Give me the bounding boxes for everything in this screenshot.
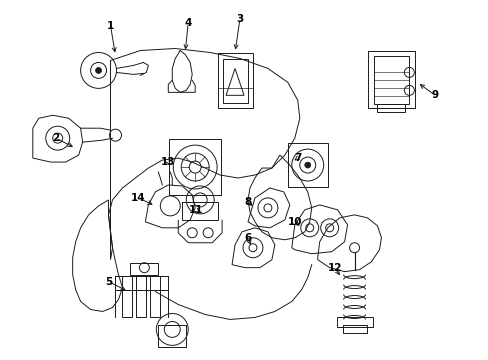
Bar (377, 104, 405, 112)
Bar (158, 325, 186, 347)
Bar (336, 318, 372, 328)
Text: 11: 11 (188, 205, 203, 215)
Bar (218, 54, 252, 108)
Text: 4: 4 (184, 18, 191, 28)
Bar (182, 202, 218, 220)
Bar (130, 263, 158, 275)
Text: 14: 14 (131, 193, 145, 203)
Bar (373, 57, 408, 104)
Bar (122, 276, 132, 318)
Text: 1: 1 (107, 21, 114, 31)
Circle shape (95, 67, 102, 73)
Bar (287, 143, 327, 187)
Text: 13: 13 (161, 157, 175, 167)
Bar (169, 139, 221, 195)
Text: 12: 12 (327, 263, 341, 273)
Bar (223, 59, 247, 103)
Text: 10: 10 (287, 217, 302, 227)
Text: 2: 2 (52, 133, 59, 143)
Bar (136, 276, 146, 318)
Text: 3: 3 (236, 14, 243, 24)
Bar (367, 50, 414, 108)
Bar (150, 276, 160, 318)
Circle shape (304, 162, 310, 168)
Text: 6: 6 (244, 233, 251, 243)
Bar (342, 325, 366, 333)
Text: 7: 7 (293, 153, 301, 163)
Text: 9: 9 (431, 90, 438, 100)
Text: 5: 5 (105, 276, 112, 287)
Text: 8: 8 (244, 197, 251, 207)
